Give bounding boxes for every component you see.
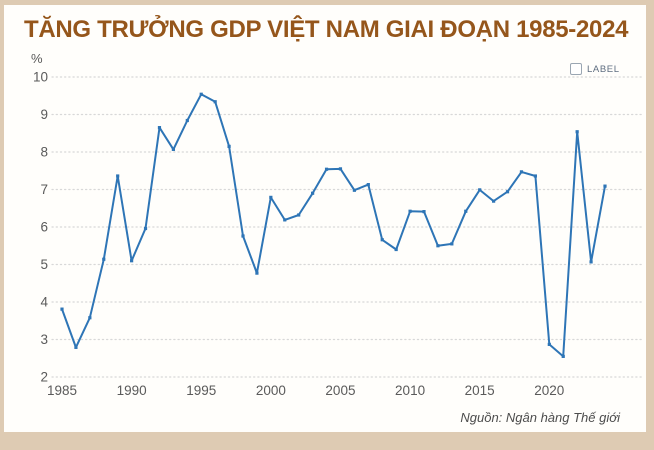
x-tick-label: 1985 — [47, 383, 77, 398]
data-point — [366, 183, 370, 187]
chart-title: TĂNG TRƯỞNG GDP VIỆT NAM GIAI ĐOẠN 1985-… — [24, 16, 629, 43]
x-tick-label: 1995 — [186, 383, 216, 398]
data-point — [533, 174, 537, 178]
data-point — [338, 167, 343, 171]
data-point — [213, 100, 217, 104]
data-point — [324, 167, 329, 171]
legend-checkbox-icon[interactable] — [570, 63, 582, 75]
x-tick-label: 2010 — [395, 383, 425, 398]
x-tick-label: 2005 — [325, 383, 355, 398]
y-axis-unit-label: % — [31, 51, 43, 66]
data-point — [88, 316, 92, 320]
x-tick-label: 2015 — [465, 383, 495, 398]
data-point — [74, 345, 78, 349]
data-point — [519, 170, 524, 174]
data-point — [241, 234, 245, 238]
source-attribution: Nguồn: Ngân hàng Thế giới — [460, 410, 620, 425]
legend-item-label[interactable]: LABEL — [570, 63, 620, 75]
data-point — [171, 147, 175, 151]
y-tick-label: 7 — [40, 182, 48, 197]
data-point — [464, 209, 468, 213]
chart-card: TĂNG TRƯỞNG GDP VIỆT NAM GIAI ĐOẠN 1985-… — [4, 5, 646, 432]
data-point — [311, 191, 315, 195]
y-tick-label: 9 — [40, 107, 48, 122]
x-tick-label: 2020 — [534, 383, 564, 398]
data-point — [116, 174, 120, 178]
data-point — [130, 259, 134, 263]
y-tick-label: 2 — [40, 370, 48, 385]
data-point — [102, 257, 106, 261]
data-point — [185, 118, 189, 123]
data-point — [394, 247, 398, 252]
data-point — [450, 242, 454, 246]
data-point — [478, 188, 482, 192]
data-point — [505, 190, 510, 194]
y-tick-label: 4 — [40, 295, 48, 310]
data-point — [199, 92, 203, 96]
data-point — [269, 195, 273, 199]
y-tick-label: 5 — [40, 257, 48, 272]
legend-label: LABEL — [587, 63, 620, 75]
data-point — [436, 244, 440, 248]
data-point — [227, 144, 231, 148]
data-point — [297, 213, 301, 217]
data-point — [352, 188, 356, 192]
data-point — [408, 209, 412, 213]
data-point — [143, 226, 148, 231]
data-point — [380, 238, 384, 242]
data-point — [157, 126, 162, 130]
x-tick-label: 2000 — [256, 383, 286, 398]
gdp-data-line — [61, 93, 606, 358]
y-tick-label: 8 — [40, 145, 48, 160]
y-tick-label: 3 — [40, 332, 48, 347]
gdp-line-chart: 2 3 4 5 6 7 8 9 10 1985 1990 1995 2000 2005 2010 2015 20… — [33, 70, 645, 398]
y-tick-label: 10 — [33, 70, 48, 85]
data-point — [422, 210, 426, 214]
data-point — [283, 218, 287, 222]
data-point — [589, 260, 593, 264]
y-tick-label: 6 — [40, 220, 48, 235]
x-tick-label: 1990 — [117, 383, 147, 398]
data-point — [561, 354, 565, 358]
data-point — [492, 199, 496, 203]
data-point — [575, 130, 579, 134]
data-point — [547, 342, 551, 346]
data-point — [603, 184, 607, 188]
data-point — [60, 307, 64, 311]
data-point — [255, 271, 259, 275]
